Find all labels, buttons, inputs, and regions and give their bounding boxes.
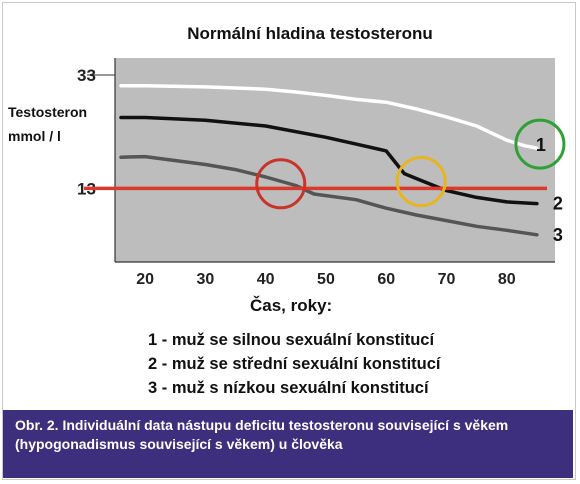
highlight-circle-2 <box>395 156 447 208</box>
series-end-label-2: 2 <box>553 194 563 214</box>
x-tick-label-20: 20 <box>136 271 154 288</box>
y-tick-label-33: 33 <box>77 66 96 85</box>
legend-entry-3: 3 - muž s nízkou sexuální konstitucí <box>148 379 429 397</box>
chart-title: Normální hladina testosteronu <box>187 24 433 43</box>
y-axis-unit-label: mmol / l <box>8 128 61 144</box>
series-line-1 <box>119 84 539 150</box>
x-tick-label-50: 50 <box>317 271 335 288</box>
x-axis-label: Čas, roky: <box>250 296 333 315</box>
highlight-circle-3 <box>514 118 566 170</box>
series-end-label-3: 3 <box>553 225 563 245</box>
series-line-2 <box>119 115 539 206</box>
highlight-circle-1 <box>255 158 307 210</box>
x-tick-label-70: 70 <box>438 271 456 288</box>
figure-caption: Obr. 2. Individuální data nástupu defici… <box>3 410 573 478</box>
x-tick-label-60: 60 <box>377 271 395 288</box>
x-tick-label-80: 80 <box>498 271 516 288</box>
legend-entry-1: 1 - muž se silnou sexuální konstitucí <box>148 331 435 349</box>
y-axis-label: Testosteron <box>8 104 88 120</box>
x-tick-label-30: 30 <box>197 271 215 288</box>
series-line-3 <box>119 154 539 237</box>
legend-entry-2: 2 - muž se střední sexuální konstitucí <box>148 355 441 373</box>
series-end-label-1: 1 <box>536 135 546 155</box>
x-tick-label-40: 40 <box>257 271 275 288</box>
